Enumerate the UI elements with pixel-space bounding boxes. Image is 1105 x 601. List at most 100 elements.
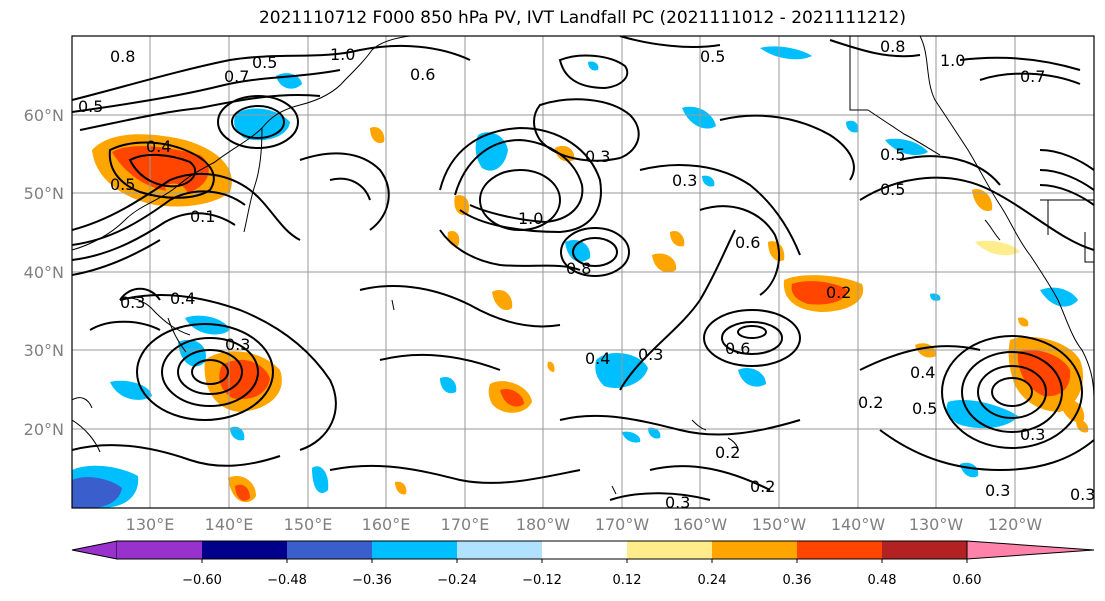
map-title: 2021110712 F000 850 hPa PV, IVT Landfall… [258, 8, 906, 28]
contour-label: 0.3 [1020, 425, 1045, 444]
contour-label: 0.7 [1020, 67, 1045, 86]
contour-label: 0.3 [638, 345, 663, 364]
colorbar-extend-low [71, 540, 118, 560]
ivt-contours [72, 36, 1094, 501]
contour-label: 0.5 [252, 53, 277, 72]
lon-label: 120°W [988, 515, 1043, 534]
contour-label: 0.1 [190, 207, 215, 226]
contour-label: 0.4 [910, 363, 935, 382]
contour-label: 0.2 [826, 283, 851, 302]
contour-label: 0.6 [725, 339, 750, 358]
lon-label: 170°W [595, 515, 650, 534]
pv-negative-area [846, 120, 859, 133]
lon-label: 130°W [909, 515, 964, 534]
pv-positive-area [395, 481, 407, 495]
coastlines [72, 36, 1094, 495]
contour-label: 0.3 [120, 293, 145, 312]
contour-label: 0.3 [585, 147, 610, 166]
pv-negative-area [230, 426, 245, 441]
pv-negative-area [760, 46, 812, 60]
colorbar-tick-label: 0.48 [868, 573, 897, 588]
colorbar-tick-label: −0.12 [522, 573, 562, 588]
contour-label: 0.4 [585, 349, 610, 368]
pv-negative-area [702, 175, 715, 187]
colorbar-segment [627, 541, 713, 559]
pv-positive-core [235, 484, 250, 501]
contour-label: 1.0 [940, 51, 965, 70]
pv-positive-area [370, 126, 385, 144]
map-frame [71, 35, 1095, 509]
pv-negative-area [312, 466, 329, 494]
pv-positive-area [670, 230, 685, 247]
pv-positive-core [500, 388, 524, 407]
pv-positive-area [652, 253, 677, 273]
contour-label: 0.7 [224, 67, 249, 86]
pv-negative-area [622, 431, 641, 443]
contour-label: 0.4 [146, 137, 171, 156]
lat-label: 30°N [24, 341, 64, 360]
contour-label: 0.3 [672, 171, 697, 190]
lon-label: 150°E [284, 515, 333, 534]
lat-label: 20°N [24, 420, 64, 439]
contour-label: 0.5 [912, 399, 937, 418]
contour-label: 0.4 [170, 289, 195, 308]
contour-label: 0.3 [1070, 485, 1095, 504]
latitude-labels: 60°N 50°N 40°N 30°N 20°N [24, 106, 64, 439]
lon-label: 160°W [673, 515, 728, 534]
colorbar-segment [287, 541, 373, 559]
contour-label: 0.5 [110, 175, 135, 194]
colorbar-segment [117, 541, 203, 559]
contour-label: 0.5 [880, 180, 905, 199]
pv-positive-core [791, 281, 848, 305]
colorbar-tick-label: −0.24 [437, 573, 477, 588]
pv-negative-area [588, 61, 599, 71]
contour-label: 1.0 [518, 209, 543, 228]
contour-label: 0.2 [750, 477, 775, 496]
lon-label: 140°E [205, 515, 254, 534]
pv-negative-area [648, 427, 661, 439]
pv-negative-area [738, 367, 766, 387]
lat-label: 60°N [24, 106, 64, 125]
contour-label: 0.3 [665, 493, 690, 512]
pv-positive-area [972, 189, 993, 212]
pv-shading-layer [72, 46, 1089, 508]
colorbar-segment [797, 541, 883, 559]
contour-label: 0.6 [410, 65, 435, 84]
graticule [72, 36, 1094, 508]
contour-label: 0.3 [985, 481, 1010, 500]
colorbar-segment [372, 541, 458, 559]
lat-label: 50°N [24, 184, 64, 203]
contour-label: 0.8 [110, 47, 135, 66]
longitude-labels: 130°E 140°E 150°E 160°E 170°E 180°W 170°… [126, 515, 1043, 534]
pv-negative-area [475, 132, 508, 171]
lat-label: 40°N [24, 263, 64, 282]
lon-label: 150°W [752, 515, 807, 534]
pv-negative-area [885, 138, 928, 156]
pv-negative-area [440, 376, 457, 394]
pv-negative-area [185, 315, 230, 335]
pv-negative-area [565, 239, 591, 262]
contour-label: 0.5 [78, 97, 103, 116]
pv-positive-area [768, 241, 785, 262]
pv-positive-area [1018, 317, 1029, 327]
lon-label: 140°W [831, 515, 886, 534]
contour-labels: 0.8 0.7 0.5 1.0 0.6 0.5 0.8 1.0 0.5 0.7 … [78, 37, 1095, 512]
contour-label: 0.5 [700, 47, 725, 66]
pv-negative-area [234, 108, 290, 141]
colorbar-tick-label: −0.60 [182, 573, 222, 588]
colorbar-segment [457, 541, 543, 559]
colorbar-ticks [201, 559, 968, 563]
colorbar-segment [542, 541, 628, 559]
contour-label: 0.2 [715, 443, 740, 462]
pv-negative-area [946, 399, 1018, 429]
colorbar-segment [202, 541, 288, 559]
map-panel: 0.8 0.7 0.5 1.0 0.6 0.5 0.8 1.0 0.5 0.7 … [71, 35, 1095, 512]
lon-label: 170°E [441, 515, 490, 534]
colorbar-tick-label: 0.12 [613, 573, 642, 588]
pv-negative-area [930, 293, 941, 301]
pv-positive-core [1017, 350, 1071, 397]
colorbar: −0.60 −0.48 −0.36 −0.24 −0.12 0.12 0.24 … [71, 540, 1095, 588]
contour-label: 0.8 [566, 259, 591, 278]
colorbar-tick-label: −0.48 [267, 573, 307, 588]
contour-label: 0.8 [880, 37, 905, 56]
